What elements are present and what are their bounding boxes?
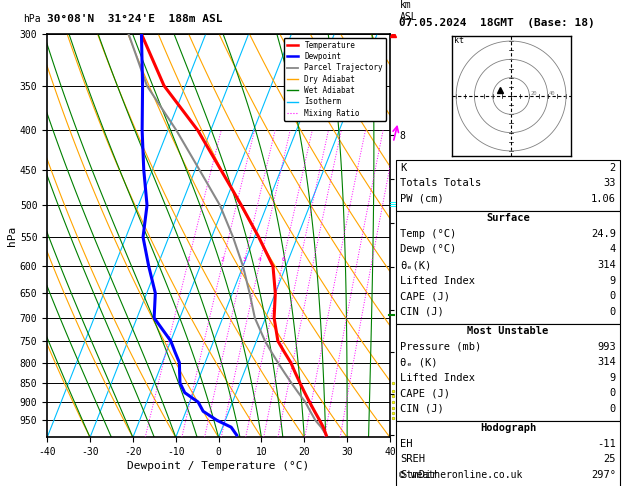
Text: 4: 4 (258, 257, 262, 262)
Text: -11: -11 (597, 439, 616, 449)
Text: Temp (°C): Temp (°C) (400, 229, 456, 239)
Text: 6: 6 (281, 257, 285, 262)
Text: CIN (J): CIN (J) (400, 307, 444, 317)
Text: 4: 4 (610, 244, 616, 255)
Text: Lifted Index: Lifted Index (400, 373, 475, 383)
Legend: Temperature, Dewpoint, Parcel Trajectory, Dry Adiabat, Wet Adiabat, Isotherm, Mi: Temperature, Dewpoint, Parcel Trajectory… (284, 38, 386, 121)
Text: LCL: LCL (418, 336, 432, 346)
Text: km
ASL: km ASL (400, 0, 418, 22)
Text: SREH: SREH (400, 454, 425, 465)
Text: Lifted Index: Lifted Index (400, 276, 475, 286)
Text: EH: EH (400, 439, 413, 449)
Text: 0: 0 (610, 307, 616, 317)
Text: Most Unstable: Most Unstable (467, 326, 548, 336)
Text: 33: 33 (603, 178, 616, 189)
Text: Pressure (mb): Pressure (mb) (400, 342, 481, 352)
Text: 25: 25 (603, 454, 616, 465)
Text: CAPE (J): CAPE (J) (400, 291, 450, 301)
Y-axis label: hPa: hPa (7, 226, 17, 246)
Text: Mixing Ratio (g/kg): Mixing Ratio (g/kg) (409, 188, 418, 283)
Text: 2: 2 (221, 257, 225, 262)
Text: 1.06: 1.06 (591, 194, 616, 204)
Text: ≡: ≡ (389, 200, 398, 210)
Text: 07.05.2024  18GMT  (Base: 18): 07.05.2024 18GMT (Base: 18) (399, 18, 595, 29)
Text: 40: 40 (548, 91, 555, 96)
Text: Totals Totals: Totals Totals (400, 178, 481, 189)
Text: 24.9: 24.9 (591, 229, 616, 239)
Text: 0: 0 (610, 388, 616, 399)
Text: kt: kt (454, 36, 464, 45)
Text: Dewp (°C): Dewp (°C) (400, 244, 456, 255)
Text: 314: 314 (597, 357, 616, 367)
Text: θₑ (K): θₑ (K) (400, 357, 438, 367)
Text: 993: 993 (597, 342, 616, 352)
Text: θₑ(K): θₑ(K) (400, 260, 431, 270)
Text: 3: 3 (242, 257, 246, 262)
Text: hPa: hPa (23, 14, 41, 24)
Text: CAPE (J): CAPE (J) (400, 388, 450, 399)
Text: © weatheronline.co.uk: © weatheronline.co.uk (399, 470, 523, 480)
Text: 30°08'N  31°24'E  188m ASL: 30°08'N 31°24'E 188m ASL (47, 14, 223, 24)
Text: 9: 9 (610, 373, 616, 383)
X-axis label: Dewpoint / Temperature (°C): Dewpoint / Temperature (°C) (128, 461, 309, 471)
Text: Hodograph: Hodograph (480, 423, 536, 434)
Text: PW (cm): PW (cm) (400, 194, 444, 204)
Text: 1: 1 (186, 257, 190, 262)
Text: 2: 2 (610, 163, 616, 173)
Text: Surface: Surface (486, 213, 530, 224)
Text: StmDir: StmDir (400, 470, 438, 480)
Text: CIN (J): CIN (J) (400, 404, 444, 414)
Text: 297°: 297° (591, 470, 616, 480)
Text: 314: 314 (597, 260, 616, 270)
Text: 0: 0 (610, 291, 616, 301)
Text: 0: 0 (610, 404, 616, 414)
Text: K: K (400, 163, 406, 173)
Text: 9: 9 (610, 276, 616, 286)
Text: 20: 20 (530, 91, 537, 96)
